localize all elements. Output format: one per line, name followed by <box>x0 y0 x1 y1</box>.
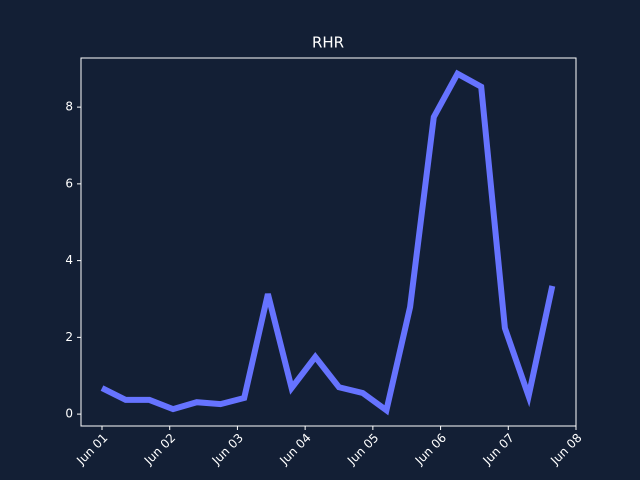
y-tick-label: 0 <box>65 407 73 421</box>
line <box>100 69 556 416</box>
y-tick-label: 8 <box>65 100 73 114</box>
y-tick-label: 6 <box>65 176 73 190</box>
chart-title: RHR <box>312 34 344 52</box>
y-tick-label: 2 <box>65 330 73 344</box>
y-tick-label: 4 <box>65 253 73 267</box>
plot-frame <box>80 57 577 427</box>
